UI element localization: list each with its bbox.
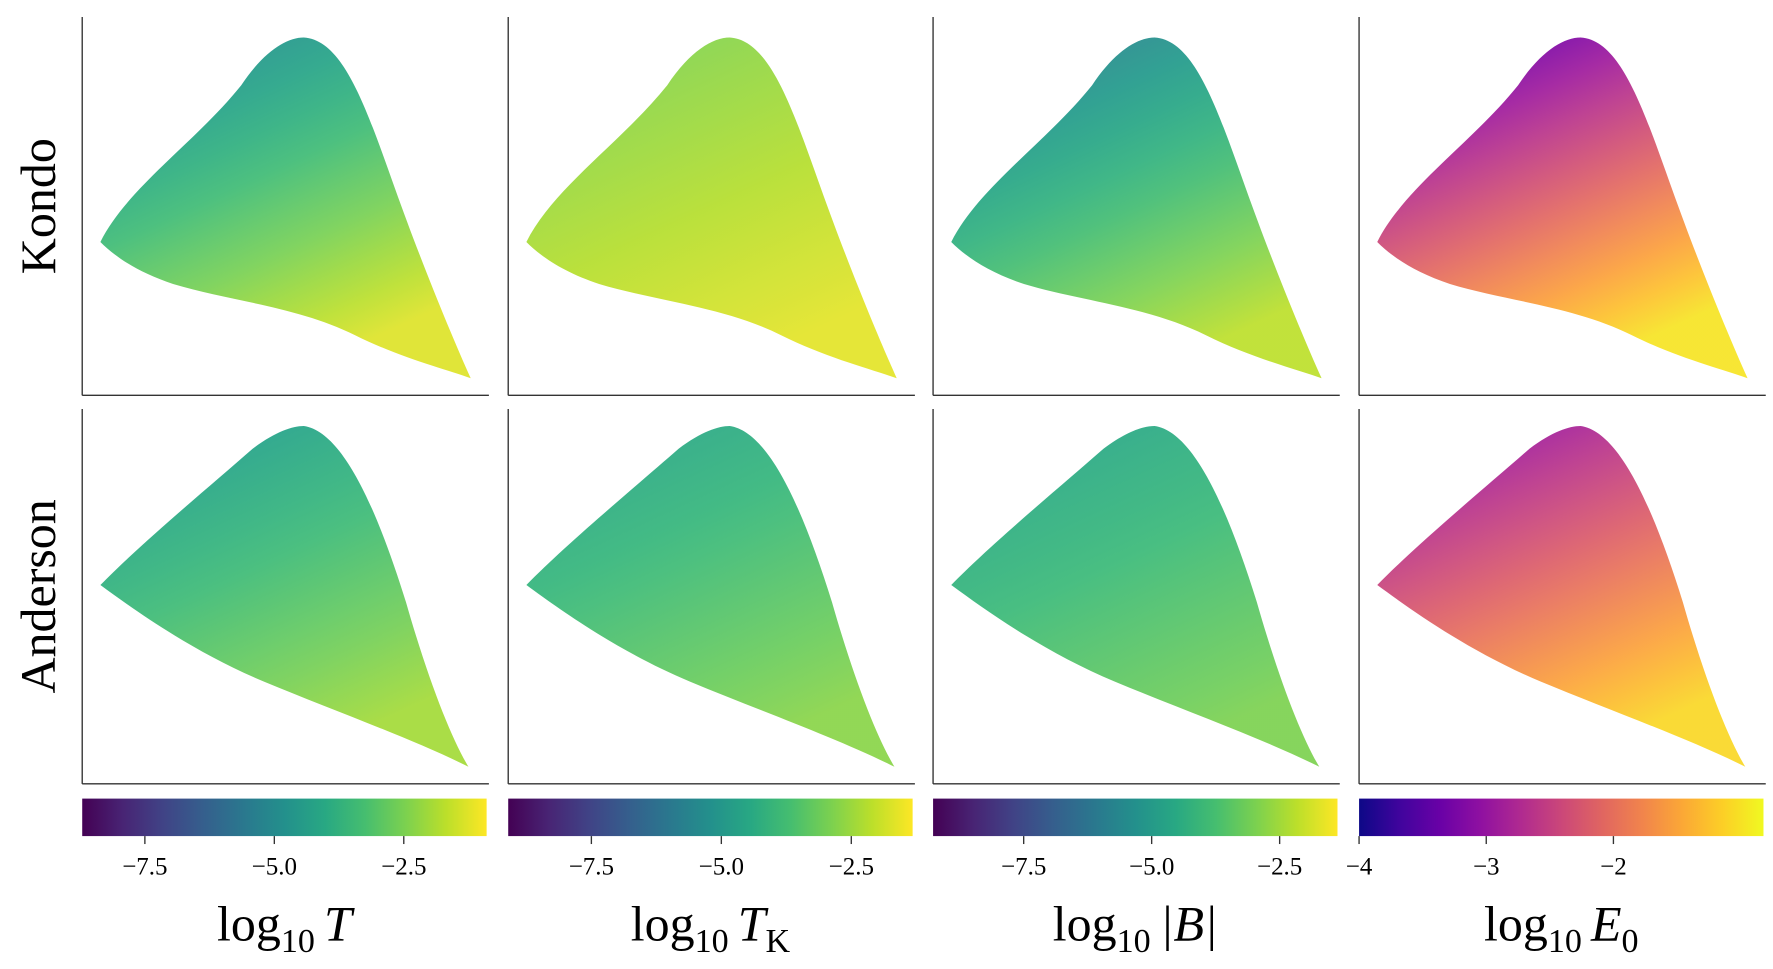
label-symbol-sub: 0 [1622, 923, 1639, 960]
colorbar-tick-label: −2.5 [381, 854, 426, 881]
label-base: 10 [1548, 923, 1582, 960]
colorbar [933, 798, 1338, 837]
label-symbol: |B| [1160, 896, 1218, 952]
colorbar-label: log10 TK [631, 896, 791, 960]
colorbar-tick-label: −7.5 [569, 854, 614, 881]
colorbar-label: log10 T [217, 896, 355, 960]
scatter-cloud [526, 425, 895, 767]
row-label: Anderson [10, 499, 66, 693]
label-symbol: T [324, 896, 355, 952]
scatter-cloud [100, 37, 471, 379]
scatter-cloud [951, 425, 1320, 767]
scatter-cloud [951, 37, 1322, 379]
colorbar-tick-label: −2 [1600, 854, 1627, 881]
label-func: log [1053, 896, 1117, 952]
label-func: log [217, 896, 281, 952]
colorbar-label: log10 |B| [1053, 896, 1218, 960]
colorbar-tick-label: −2.5 [1257, 854, 1302, 881]
colorbar [1359, 798, 1764, 837]
colorbar-tick-label: −3 [1473, 854, 1500, 881]
colorbar-tick-label: −2.5 [829, 854, 874, 881]
scatter-cloud [1377, 37, 1748, 379]
row-label: Kondo [10, 138, 66, 274]
colorbar-tick-label: −5.0 [252, 854, 297, 881]
colorbar-tick-label: −5.0 [1129, 854, 1174, 881]
colorbar [508, 798, 913, 837]
label-func: log [631, 896, 695, 952]
scatter-cloud [100, 425, 469, 767]
colorbar-tick-label: −4 [1346, 854, 1373, 881]
label-base: 10 [695, 923, 729, 960]
colorbar-tick-label: −5.0 [699, 854, 744, 881]
colorbar-tick-label: −7.5 [122, 854, 167, 881]
colorbar [82, 798, 487, 837]
label-func: log [1484, 896, 1548, 952]
scatter-cloud [1377, 425, 1746, 767]
label-symbol-sub: K [766, 923, 791, 960]
scatter-cloud [526, 37, 897, 379]
colorbar-tick-label: −7.5 [1001, 854, 1046, 881]
label-base: 10 [1117, 923, 1151, 960]
label-base: 10 [281, 923, 315, 960]
label-symbol: T [738, 896, 769, 952]
label-symbol: E [1590, 896, 1622, 952]
colorbar-label: log10 E0 [1484, 896, 1639, 960]
